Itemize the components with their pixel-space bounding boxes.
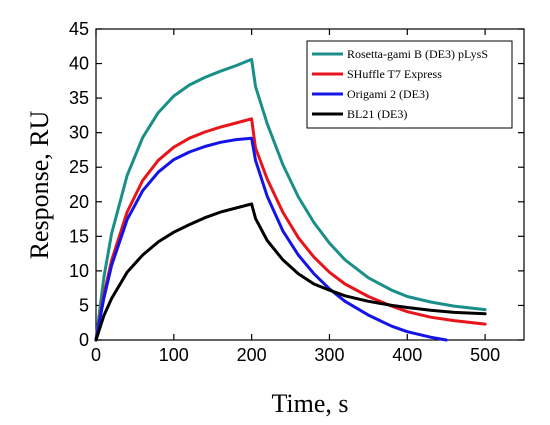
series-layer <box>94 57 487 342</box>
ticks-layer: 0 100 200 300 400 500 0 5 10 15 20 25 30 35 40 45 <box>69 19 524 365</box>
series-line-2 <box>94 117 487 342</box>
legend-label: Rosetta-gami B (DE3) pLysS <box>347 47 488 61</box>
x-tick-label: 300 <box>314 345 344 365</box>
y-tick-label: 15 <box>69 226 89 246</box>
x-tick-label: 200 <box>237 345 267 365</box>
x-tick-label: 0 <box>91 345 101 365</box>
series-line-1 <box>94 57 487 342</box>
series-line-3 <box>94 136 448 342</box>
plot-frame <box>95 28 525 341</box>
legend-label: SHuffle T7 Express <box>347 67 442 81</box>
y-axis-title: Response, RU <box>25 110 54 259</box>
y-tick-label: 45 <box>69 19 89 39</box>
x-tick-label: 100 <box>159 345 189 365</box>
legend-label: Origami 2 (DE3) <box>347 87 429 101</box>
y-tick-label: 25 <box>69 157 89 177</box>
y-tick-label: 40 <box>69 54 89 74</box>
y-tick-label: 20 <box>69 192 89 212</box>
x-axis-title: Time, s <box>271 389 348 418</box>
y-tick-label: 5 <box>79 295 89 315</box>
legend-label: BL21 (DE3) <box>347 107 407 121</box>
y-tick-label: 10 <box>69 261 89 281</box>
y-tick-label: 0 <box>79 330 89 350</box>
y-tick-label: 35 <box>69 88 89 108</box>
legend: Rosetta-gami B (DE3) pLysS SHuffle T7 Exp… <box>306 40 513 129</box>
y-tick-label: 30 <box>69 123 89 143</box>
x-tick-label: 400 <box>392 345 422 365</box>
series-line-4 <box>94 202 487 342</box>
x-tick-label: 500 <box>470 345 500 365</box>
